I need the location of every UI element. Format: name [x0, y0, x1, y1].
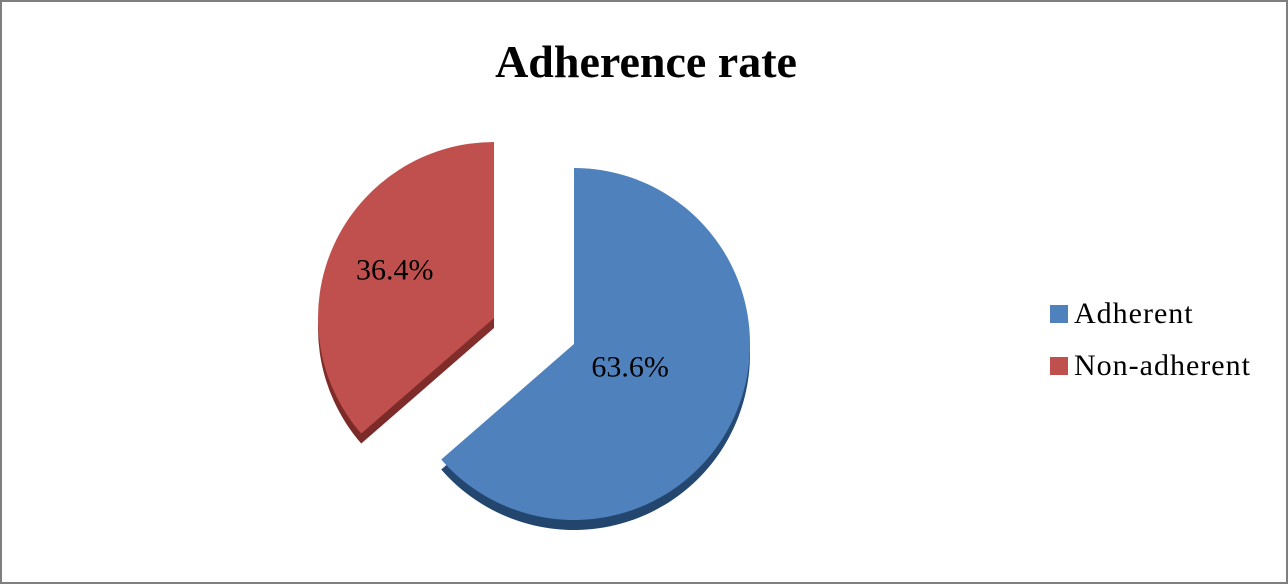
chart-title: Adherence rate: [495, 36, 797, 87]
legend-item-non-adherent: Non-adherent: [1050, 346, 1286, 386]
slice-label-non-adherent: 36.4%: [356, 254, 434, 287]
legend-label-non-adherent: Non-adherent: [1074, 349, 1251, 382]
pie-slices: 63.6% 36.4%: [318, 142, 751, 531]
legend-item-adherent: Adherent: [1050, 294, 1286, 334]
legend-swatch-adherent: [1050, 305, 1068, 323]
slice-label-adherent: 63.6%: [591, 350, 669, 383]
pie-slice-non-adherent: [318, 142, 494, 434]
legend-label-adherent: Adherent: [1074, 297, 1194, 330]
pie-slice-adherent: [441, 168, 751, 521]
legend-swatch-non-adherent: [1050, 357, 1068, 375]
legend: Adherent Non-adherent: [1050, 294, 1286, 398]
